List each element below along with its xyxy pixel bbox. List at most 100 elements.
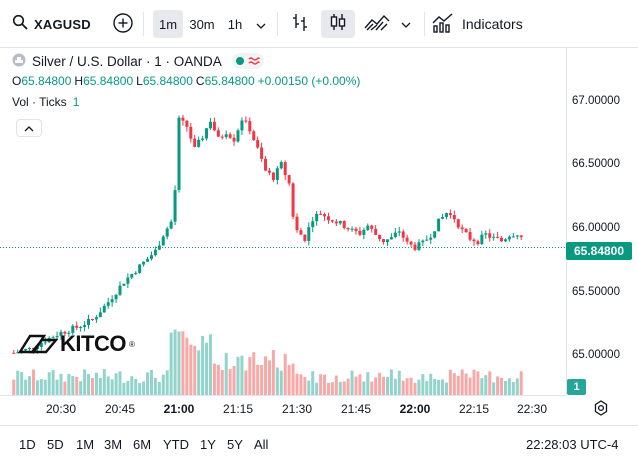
candle-body [197, 139, 201, 147]
time-axis-label: 22:15 [458, 402, 490, 416]
market-status-badge[interactable] [231, 53, 264, 69]
price-chart[interactable] [0, 48, 566, 395]
interval-1m[interactable]: 1m [153, 10, 183, 38]
volume-bar [326, 382, 330, 395]
price-axis-label: 65.50000 [572, 286, 620, 298]
candle-body [350, 228, 354, 230]
volume-bar [228, 369, 232, 395]
candle-body [370, 225, 374, 229]
candle-body [338, 220, 342, 224]
candles-style-button[interactable] [321, 10, 355, 38]
compare-symbol-button[interactable] [110, 12, 136, 38]
candle-body [507, 236, 511, 240]
candle-body [240, 120, 244, 131]
volume-bar [299, 374, 303, 395]
candle-body [75, 325, 79, 328]
candle-body [519, 235, 523, 238]
candle-body [319, 213, 323, 215]
volume-bar [500, 377, 504, 395]
volume-bar [181, 331, 185, 395]
low-label: L [136, 74, 143, 88]
volume-bar [138, 382, 142, 395]
volume-bar [146, 372, 150, 395]
candle-body [362, 229, 366, 235]
volume-bar [134, 378, 138, 395]
candle-body [185, 120, 189, 127]
candle-body [236, 130, 240, 142]
candle-body [413, 244, 417, 250]
volume-bar [216, 364, 220, 395]
volume-bar [362, 381, 366, 395]
interval-1h[interactable]: 1h [227, 16, 243, 32]
volume-bar [173, 329, 177, 395]
volume-bar [330, 382, 334, 395]
candle-body [173, 190, 177, 222]
range-6m-button[interactable]: 6M [133, 436, 152, 452]
candle-body [488, 233, 492, 238]
volume-bar [224, 352, 228, 395]
volume-bar [511, 382, 515, 395]
line-style-button[interactable] [360, 10, 394, 38]
volume-bar [142, 381, 146, 395]
volume-bar [35, 380, 39, 395]
volume-bar [185, 337, 189, 395]
range-all-button[interactable]: All [254, 436, 269, 452]
candle-body [484, 233, 488, 235]
candle-body [59, 331, 63, 337]
range-1d-button[interactable]: 1D [19, 436, 36, 452]
interval-30m[interactable]: 30m [189, 16, 215, 32]
volume-bar [366, 372, 370, 395]
candle-body [429, 237, 433, 240]
chart-style-dropdown[interactable] [395, 10, 417, 38]
interval-dropdown[interactable] [250, 10, 272, 38]
indicators-button[interactable]: Indicators [432, 10, 523, 38]
volume-bar [382, 376, 386, 395]
open-label: O [12, 74, 22, 88]
candle-body [382, 239, 386, 243]
bars-style-button[interactable] [285, 10, 315, 38]
volume-bar [397, 370, 401, 395]
volume-bar [98, 377, 102, 395]
volume-bar [260, 364, 264, 395]
time-axis-label: 20:45 [104, 402, 136, 416]
silver-symbol-icon [12, 53, 26, 70]
candle-body [177, 117, 181, 191]
volume-bar [452, 373, 456, 395]
volume-bar [311, 371, 315, 395]
volume-tag: 1 [567, 379, 586, 395]
range-ytd-button[interactable]: YTD [163, 436, 189, 452]
volume-bar [319, 374, 323, 395]
volume-bar [480, 378, 484, 395]
volume-bar [165, 370, 169, 395]
chart-settings-button[interactable] [590, 399, 612, 420]
volume-bar [232, 366, 236, 395]
range-3m-button[interactable]: 3M [104, 436, 123, 452]
volume-bar [334, 375, 338, 395]
top-toolbar: XAGUSD 1m 30m 1h [0, 0, 638, 48]
collapse-legend-button[interactable] [16, 119, 42, 137]
candle-body [260, 147, 264, 159]
volume-bar [16, 370, 20, 395]
time-axis[interactable] [0, 395, 566, 425]
candle-body [366, 225, 370, 230]
candle-body [503, 239, 507, 242]
range-1m-button[interactable]: 1M [76, 436, 95, 452]
timezone-clock[interactable]: 22:28:03 UTC-4 [526, 436, 619, 452]
candle-body [79, 327, 83, 329]
market-open-dot [235, 57, 244, 65]
range-5y-button[interactable]: 5Y [227, 436, 243, 452]
series-legend: Silver / U.S. Dollar · 1 · OANDA [12, 52, 264, 70]
volume-bar [169, 332, 173, 395]
candle-body [279, 162, 283, 169]
volume-bar [464, 373, 468, 395]
range-5d-button[interactable]: 5D [47, 436, 64, 452]
volume-bar [507, 378, 511, 395]
price-axis[interactable] [566, 48, 638, 395]
candle-body [378, 234, 382, 240]
volume-bar [79, 381, 83, 395]
volume-bar [212, 363, 216, 395]
volume-bar [256, 364, 260, 395]
symbol-search-button[interactable]: XAGUSD [4, 8, 98, 40]
range-1y-button[interactable]: 1Y [200, 436, 216, 452]
candle-body [417, 242, 421, 250]
